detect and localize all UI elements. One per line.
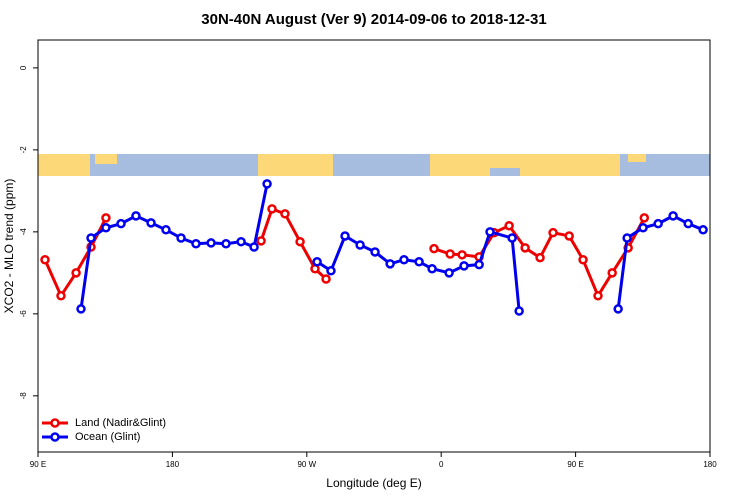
data-point (295, 236, 305, 247)
data-point (507, 233, 517, 243)
data-point (548, 227, 558, 238)
data-point (535, 252, 545, 263)
data-point (698, 225, 708, 235)
legend-label: Ocean (Glint) (75, 431, 140, 443)
data-point (385, 259, 395, 269)
data-point (457, 250, 467, 260)
data-point (116, 218, 126, 229)
data-point (622, 233, 632, 243)
y-tick-label: -2 (19, 146, 28, 154)
data-point (485, 227, 495, 237)
data-point (578, 254, 588, 265)
data-point (146, 218, 156, 228)
data-point (221, 238, 231, 249)
data-point (355, 240, 365, 250)
data-point (459, 261, 469, 271)
data-point (638, 223, 648, 233)
data-point (101, 223, 111, 233)
y-axis-label: XCO2 - MLO trend (ppm) (2, 179, 16, 314)
plot-frame (37, 39, 711, 453)
data-point (444, 268, 454, 278)
data-point (256, 236, 266, 246)
x-tick-label: 90 E (30, 460, 46, 469)
data-point (71, 268, 81, 278)
data-point (427, 264, 437, 274)
data-point (236, 236, 246, 247)
y-tick-label: 0 (19, 65, 28, 70)
y-tick-label: -8 (19, 392, 28, 400)
data-point (176, 233, 186, 243)
data-point (326, 266, 336, 276)
y-tick-label: -6 (19, 310, 28, 318)
data-point (474, 259, 484, 270)
data-point (340, 231, 350, 241)
data-point (262, 179, 272, 189)
data-point (504, 220, 514, 231)
data-point (639, 213, 650, 223)
data-point (40, 254, 50, 265)
data-point (653, 218, 663, 229)
data-point (267, 204, 277, 214)
data-point (607, 268, 617, 278)
x-tick-label: 180 (166, 460, 180, 469)
chart-title: 30N-40N August (Ver 9) 2014-09-06 to 201… (201, 11, 546, 28)
legend-label: Land (Nadir&Glint) (75, 417, 166, 429)
series-line (79, 183, 704, 312)
legend-marker (50, 418, 60, 428)
x-tick-label: 90 W (297, 460, 316, 469)
data-point (520, 243, 530, 253)
data-point (161, 225, 171, 235)
map-strip (38, 154, 710, 176)
legend-marker (50, 432, 60, 442)
data-point (445, 249, 455, 259)
x-axis-label: Longitude (deg E) (326, 476, 421, 490)
data-point (101, 213, 111, 223)
data-point (280, 209, 290, 219)
series-line (43, 206, 646, 300)
data-point (370, 247, 380, 257)
data-point (76, 304, 86, 314)
x-tick-label: 90 E (567, 460, 583, 469)
data-point (593, 291, 603, 301)
data-point (312, 257, 322, 267)
data-point (414, 257, 424, 267)
data-point (56, 291, 66, 301)
data-point (321, 274, 331, 284)
x-tick-label: 180 (703, 460, 717, 469)
x-tick-label: 0 (439, 460, 444, 469)
data-point (206, 238, 216, 248)
y-tick-label: -4 (19, 228, 28, 236)
data-point (429, 243, 439, 254)
data-point (668, 211, 678, 221)
data-point (399, 254, 409, 265)
data-point (514, 306, 524, 316)
data-point (191, 238, 201, 249)
data-point (683, 218, 693, 229)
data-point (86, 233, 96, 243)
data-point (613, 304, 623, 314)
data-point (249, 242, 259, 252)
data-point (131, 211, 141, 221)
data-point (564, 231, 574, 241)
